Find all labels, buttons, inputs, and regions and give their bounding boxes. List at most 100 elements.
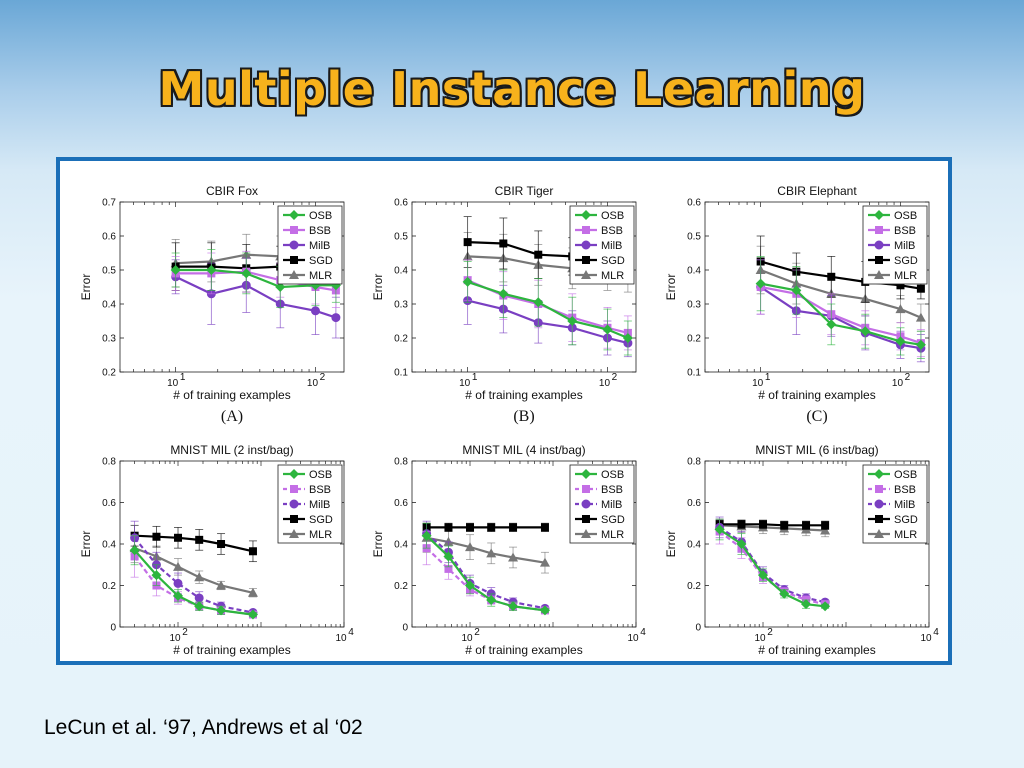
x-tick-label-exponent: 1 xyxy=(180,372,186,383)
legend-label: SGD xyxy=(894,255,918,267)
x-tick-label: 10 xyxy=(167,378,179,389)
y-tick-label: 0.1 xyxy=(394,368,408,379)
y-tick-label: 0.4 xyxy=(102,300,116,311)
x-axis-label: # of training examples xyxy=(173,388,290,402)
legend-label: MLR xyxy=(601,529,624,541)
axes-box xyxy=(119,201,345,373)
y-tick-label: 0.4 xyxy=(687,266,701,277)
legend-marker xyxy=(581,529,591,538)
y-tick-label: 0.2 xyxy=(687,581,701,592)
legend-box xyxy=(277,464,343,544)
data-point xyxy=(915,312,926,322)
legend-label: MLR xyxy=(309,270,332,282)
data-point xyxy=(463,238,472,247)
legend-marker xyxy=(289,210,299,220)
legend-label: MilB xyxy=(309,240,330,252)
data-point xyxy=(486,595,497,606)
legend-marker xyxy=(289,469,299,479)
slide-title: Multiple Instance Learning xyxy=(158,62,866,116)
panel-caption: (C) xyxy=(806,408,827,425)
y-tick-label: 0.6 xyxy=(687,498,701,509)
x-tick-label-exponent: 2 xyxy=(320,372,326,383)
legend-box xyxy=(862,464,928,544)
y-tick-label: 0.2 xyxy=(394,334,408,345)
y-tick-label: 0.4 xyxy=(687,540,701,551)
x-axis-label: # of training examples xyxy=(173,643,290,657)
legend-marker xyxy=(582,515,590,523)
legend-marker xyxy=(875,226,883,234)
x-tick-label: 10 xyxy=(169,633,181,644)
legend-label: MilB xyxy=(601,499,622,511)
data-point xyxy=(916,284,925,293)
data-point xyxy=(508,601,519,612)
y-tick-label: 0.6 xyxy=(394,498,408,509)
series-osb xyxy=(755,256,926,359)
y-tick-label: 0 xyxy=(695,623,701,634)
legend-label: MLR xyxy=(894,270,917,282)
data-point xyxy=(247,609,258,620)
data-point xyxy=(499,239,508,248)
chart-title: MNIST MIL (2 inst/bag) xyxy=(170,443,293,457)
series-osb xyxy=(714,518,831,612)
chart-title: MNIST MIL (4 inst/bag) xyxy=(462,443,585,457)
legend-label: BSB xyxy=(894,484,916,496)
series-bsb xyxy=(422,531,549,615)
legend-label: OSB xyxy=(309,210,332,222)
y-tick-label: 0.7 xyxy=(102,198,116,209)
legend: OSB BSB MilB SGD MLR xyxy=(569,464,635,544)
x-tick-label: 10 xyxy=(307,378,319,389)
data-point xyxy=(194,601,205,612)
legend-marker xyxy=(581,469,591,479)
data-point xyxy=(310,306,320,316)
x-tick-label-exponent: 4 xyxy=(348,627,354,638)
y-tick-label: 0.4 xyxy=(394,266,408,277)
series-line xyxy=(134,534,254,553)
legend-label: MilB xyxy=(894,240,915,252)
data-point xyxy=(827,272,836,281)
data-point xyxy=(895,336,906,347)
data-point xyxy=(737,520,746,529)
y-tick-label: 0.8 xyxy=(394,457,408,468)
x-tick-label-exponent: 4 xyxy=(933,627,939,638)
series-line xyxy=(718,530,826,606)
data-point xyxy=(896,281,905,290)
legend-marker xyxy=(582,226,590,234)
x-tick-label-exponent: 2 xyxy=(767,627,773,638)
legend-marker xyxy=(874,240,884,250)
x-tick-label-exponent: 2 xyxy=(474,627,480,638)
data-point xyxy=(736,539,747,549)
y-tick-label: 0.4 xyxy=(102,540,116,551)
y-tick-label: 0.2 xyxy=(394,581,408,592)
series-bsb xyxy=(715,518,830,609)
data-point xyxy=(247,587,258,597)
panel-caption: (A) xyxy=(221,408,243,425)
legend-label: MilB xyxy=(601,240,622,252)
legend-label: OSB xyxy=(601,210,624,222)
legend-label: SGD xyxy=(601,255,625,267)
legend-marker xyxy=(289,270,299,279)
data-point xyxy=(509,523,518,532)
legend: OSB BSB MilB SGD MLR xyxy=(862,464,928,544)
series-line xyxy=(426,536,546,564)
legend-box xyxy=(569,464,635,544)
x-axis-label: # of training examples xyxy=(465,643,582,657)
series-line xyxy=(134,547,254,594)
y-tick-label: 0.3 xyxy=(102,334,116,345)
axes-box xyxy=(704,201,930,373)
legend-label: BSB xyxy=(309,225,331,237)
y-tick-label: 0.2 xyxy=(102,368,116,379)
x-tick-label: 10 xyxy=(920,633,932,644)
y-tick-label: 0.5 xyxy=(394,232,408,243)
data-point xyxy=(194,572,205,582)
legend-marker xyxy=(874,529,884,538)
legend-label: BSB xyxy=(601,484,623,496)
data-point xyxy=(152,532,161,541)
series-line xyxy=(718,528,826,608)
data-point xyxy=(443,536,454,546)
data-point xyxy=(567,316,578,326)
data-point xyxy=(194,593,204,603)
legend-marker xyxy=(875,515,883,523)
chart-title: CBIR Elephant xyxy=(777,184,857,198)
